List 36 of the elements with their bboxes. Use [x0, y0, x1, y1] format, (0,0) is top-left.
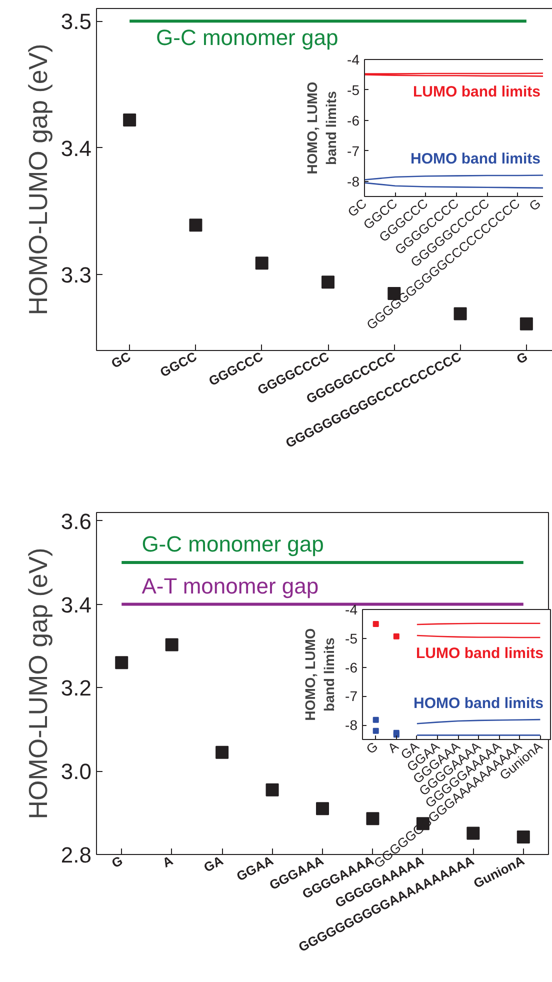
- y-tick-label: -5: [345, 630, 358, 646]
- y-axis-title: HOMO-LUMO gap (eV): [22, 548, 53, 820]
- y-tick-label: 3.4: [60, 592, 92, 618]
- y-axis-title: HOMO, LUMO band limits: [304, 82, 340, 174]
- y-tick-label: 3.2: [60, 676, 92, 701]
- y-tick-label: -8: [347, 173, 360, 190]
- ref-line-label: G-C monomer gap: [142, 532, 324, 557]
- x-tick-label: G: [514, 348, 530, 367]
- x-tick-label: G: [109, 852, 126, 871]
- y-tick-label: -4: [345, 602, 358, 618]
- y-tick-label: 3.5: [60, 9, 92, 34]
- y-axis-title: HOMO, LUMO band limits: [302, 628, 338, 721]
- ref-line-label: A-T monomer gap: [142, 573, 319, 598]
- x-tick-label: G: [526, 196, 544, 214]
- series-label: HOMO band limits: [410, 150, 541, 168]
- y-tick-label: 3.6: [60, 508, 92, 534]
- y-tick-label: 3.4: [60, 136, 92, 161]
- y-tick-label: -6: [345, 659, 358, 676]
- y-tick-label: -4: [347, 52, 360, 68]
- y-tick-label: -7: [347, 142, 360, 159]
- y-tick-label: 3.0: [60, 759, 92, 784]
- x-tick-label: GA: [201, 852, 226, 876]
- y-tick-label: 3.3: [60, 262, 92, 288]
- x-tick-label: GC: [344, 196, 370, 220]
- x-tick-label: GC: [108, 348, 134, 372]
- y-tick-label: 2.8: [60, 842, 92, 868]
- series-label: LUMO band limits: [416, 645, 544, 662]
- y-axis-title: HOMO-LUMO gap (eV): [22, 44, 53, 316]
- y-tick-label: -6: [347, 112, 360, 128]
- y-tick-label: -8: [345, 717, 358, 734]
- series-label: LUMO band limits: [413, 84, 540, 101]
- series-label: HOMO band limits: [413, 695, 544, 712]
- x-tick-label: A: [160, 852, 176, 870]
- y-tick-label: -7: [345, 688, 358, 704]
- y-tick-label: -5: [347, 82, 360, 98]
- ref-line-label: G-C monomer gap: [156, 25, 338, 50]
